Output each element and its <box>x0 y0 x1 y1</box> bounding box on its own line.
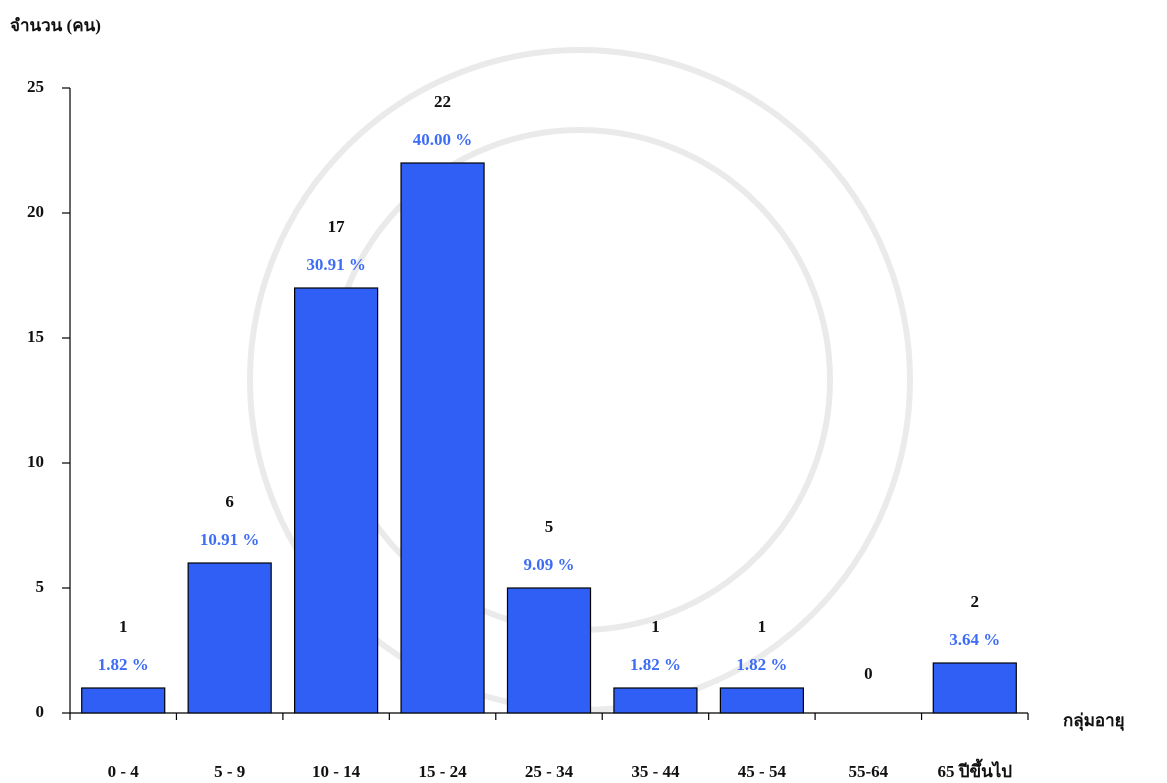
y-tick-label: 15 <box>27 327 44 346</box>
count-label: 5 <box>545 517 554 536</box>
count-label: 17 <box>328 217 346 236</box>
x-tick-label: 5 - 9 <box>214 762 245 781</box>
y-tick-label: 5 <box>36 577 45 596</box>
percent-label: 9.09 % <box>524 555 575 574</box>
count-label: 2 <box>971 592 980 611</box>
y-tick-label: 10 <box>27 452 44 471</box>
x-tick-label: 15 - 24 <box>418 762 467 781</box>
x-tick-label: 25 - 34 <box>525 762 574 781</box>
y-tick-label: 25 <box>27 77 44 96</box>
x-tick-label: 0 - 4 <box>108 762 140 781</box>
count-label: 1 <box>651 617 660 636</box>
count-label: 1 <box>119 617 128 636</box>
count-label: 1 <box>758 617 767 636</box>
y-tick-label: 20 <box>27 202 44 221</box>
bar <box>293 287 379 714</box>
y-tick-label: 0 <box>36 702 45 721</box>
bar <box>187 562 272 714</box>
bar <box>400 162 485 714</box>
percent-label: 40.00 % <box>413 130 473 149</box>
bar <box>719 687 805 714</box>
percent-label: 1.82 % <box>98 655 149 674</box>
x-tick-label: 10 - 14 <box>312 762 361 781</box>
bar <box>81 687 166 714</box>
percent-label: 1.82 % <box>630 655 681 674</box>
percent-label: 1.82 % <box>736 655 787 674</box>
percent-label: 3.64 % <box>949 630 1000 649</box>
bar <box>506 587 592 714</box>
x-tick-label: 35 - 44 <box>631 762 680 781</box>
y-axis-label: จำนวน (คน) <box>10 16 101 35</box>
percent-label: 30.91 % <box>306 255 366 274</box>
bar <box>932 662 1017 714</box>
count-label: 6 <box>225 492 234 511</box>
x-tick-label: 55-64 <box>848 762 888 781</box>
count-label: 22 <box>434 92 451 111</box>
x-axis-label: กลุ่มอายุ <box>1063 711 1125 731</box>
count-label: 0 <box>864 664 873 683</box>
bar <box>613 687 698 714</box>
x-tick-label: 65 ปีขึ้นไป <box>937 758 1012 781</box>
x-tick-label: 45 - 54 <box>738 762 787 781</box>
percent-label: 10.91 % <box>200 530 260 549</box>
